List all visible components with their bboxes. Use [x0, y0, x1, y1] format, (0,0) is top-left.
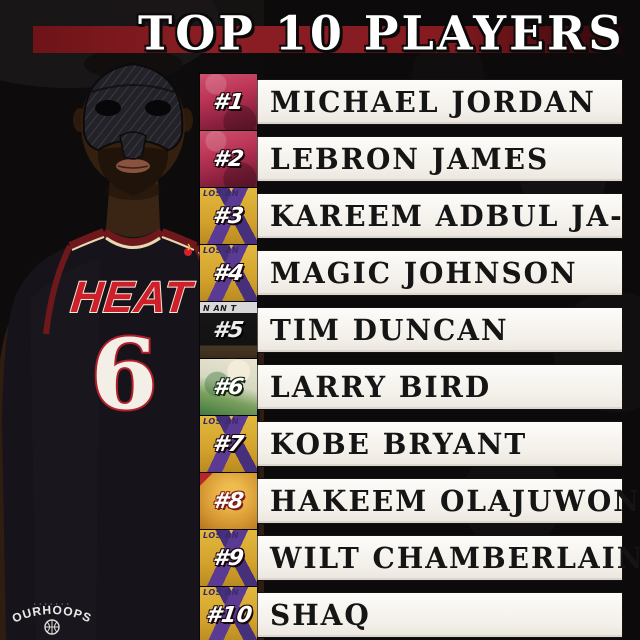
rank-label: #2: [211, 146, 246, 172]
player-name-bar: SHAQ: [256, 592, 623, 638]
list-item: LOS AN #7 KOBE BRYANT: [200, 416, 623, 472]
heat-logo-icon: [184, 243, 192, 256]
player-name-bar: LARRY BIRD: [256, 364, 623, 410]
player-name: MICHAEL JORDAN: [270, 85, 596, 119]
rank-label: #10: [203, 602, 254, 628]
list-item: #1 MICHAEL JORDAN: [200, 74, 623, 130]
rank-badge: #8: [200, 473, 257, 529]
list-item: #6 LARRY BIRD: [200, 359, 623, 415]
page-title: TOP 10 PLAYERS: [138, 5, 625, 61]
top-10-list: #1 MICHAEL JORDAN #2 LEBRON JAMES LOS AN…: [200, 74, 640, 640]
jersey-number: 6: [91, 318, 158, 431]
ourhoops-logo: • • • • • • • OURHOOPS: [10, 601, 93, 635]
badge-caption: LOS AN: [203, 531, 240, 540]
list-item: LOS AN #3 KAREEM ADBUL JA-: [200, 188, 623, 244]
badge-caption: LOS AN: [203, 588, 240, 597]
list-item: LOS AN #4 MAGIC JOHNSON: [200, 245, 623, 301]
rank-badge: LOS AN #9: [200, 530, 257, 586]
heat-wordmark: HEAT: [69, 273, 198, 322]
title-bar: [33, 26, 622, 53]
rank-label: #4: [211, 260, 246, 286]
rank-label: #6: [211, 374, 246, 400]
rank-label: #3: [211, 203, 246, 229]
rank-badge: LOS AN #4: [200, 245, 257, 301]
player-name-bar: KAREEM ADBUL JA-: [256, 193, 623, 239]
list-item: LOS AN #10 SHAQ: [200, 587, 623, 640]
player-name-bar: MAGIC JOHNSON: [256, 250, 623, 296]
player-name: TIM DUNCAN: [270, 313, 509, 347]
player-name-bar: WILT CHAMBERLAIN: [256, 535, 640, 581]
list-item: N AN T #5 TIM DUNCAN: [200, 302, 623, 358]
player-name-bar: TIM DUNCAN: [256, 307, 623, 353]
badge-caption: LOS AN: [203, 246, 240, 255]
head: [73, 48, 193, 196]
player-name: KAREEM ADBUL JA-: [270, 199, 624, 233]
rank-label: #1: [211, 89, 246, 115]
lips: [116, 159, 150, 173]
list-item: #8 HAKEEM OLAJUWON: [200, 473, 639, 529]
rank-badge: LOS AN #7: [200, 416, 257, 472]
rank-badge: #1: [200, 74, 257, 130]
player-name: HAKEEM OLAJUWON: [270, 484, 640, 518]
rank-badge: LOS AN #10: [200, 587, 257, 640]
player-name-bar: LEBRON JAMES: [256, 136, 623, 182]
player-name: LEBRON JAMES: [270, 142, 550, 176]
rank-label: #8: [211, 488, 246, 514]
list-item: LOS AN #9 WILT CHAMBERLAIN: [200, 530, 640, 586]
player-name: WILT CHAMBERLAIN: [270, 541, 640, 575]
rank-label: #9: [211, 545, 246, 571]
basketball-icon: [44, 619, 60, 635]
player-name-bar: MICHAEL JORDAN: [256, 79, 623, 125]
player-name: SHAQ: [270, 598, 371, 632]
player-name: LARRY BIRD: [270, 370, 492, 404]
rank-badge: LOS AN #3: [200, 188, 257, 244]
badge-caption: LOS AN: [203, 189, 240, 198]
player-name-bar: KOBE BRYANT: [256, 421, 623, 467]
badge-caption: LOS AN: [203, 417, 240, 426]
rank-badge: #6: [200, 359, 257, 415]
rank-label: #7: [211, 431, 246, 457]
watermark-stars: • • • • • • •: [34, 601, 70, 606]
badge-caption: N AN T: [203, 304, 237, 313]
face-mask-icon: [82, 62, 184, 160]
player-name-bar: HAKEEM OLAJUWON: [256, 478, 639, 524]
rank-badge: N AN T #5: [200, 302, 257, 358]
rank-label: #5: [211, 317, 246, 343]
rank-badge: #2: [200, 131, 257, 187]
list-item: #2 LEBRON JAMES: [200, 131, 623, 187]
player-name: MAGIC JOHNSON: [270, 256, 578, 290]
player-name: KOBE BRYANT: [270, 427, 528, 461]
